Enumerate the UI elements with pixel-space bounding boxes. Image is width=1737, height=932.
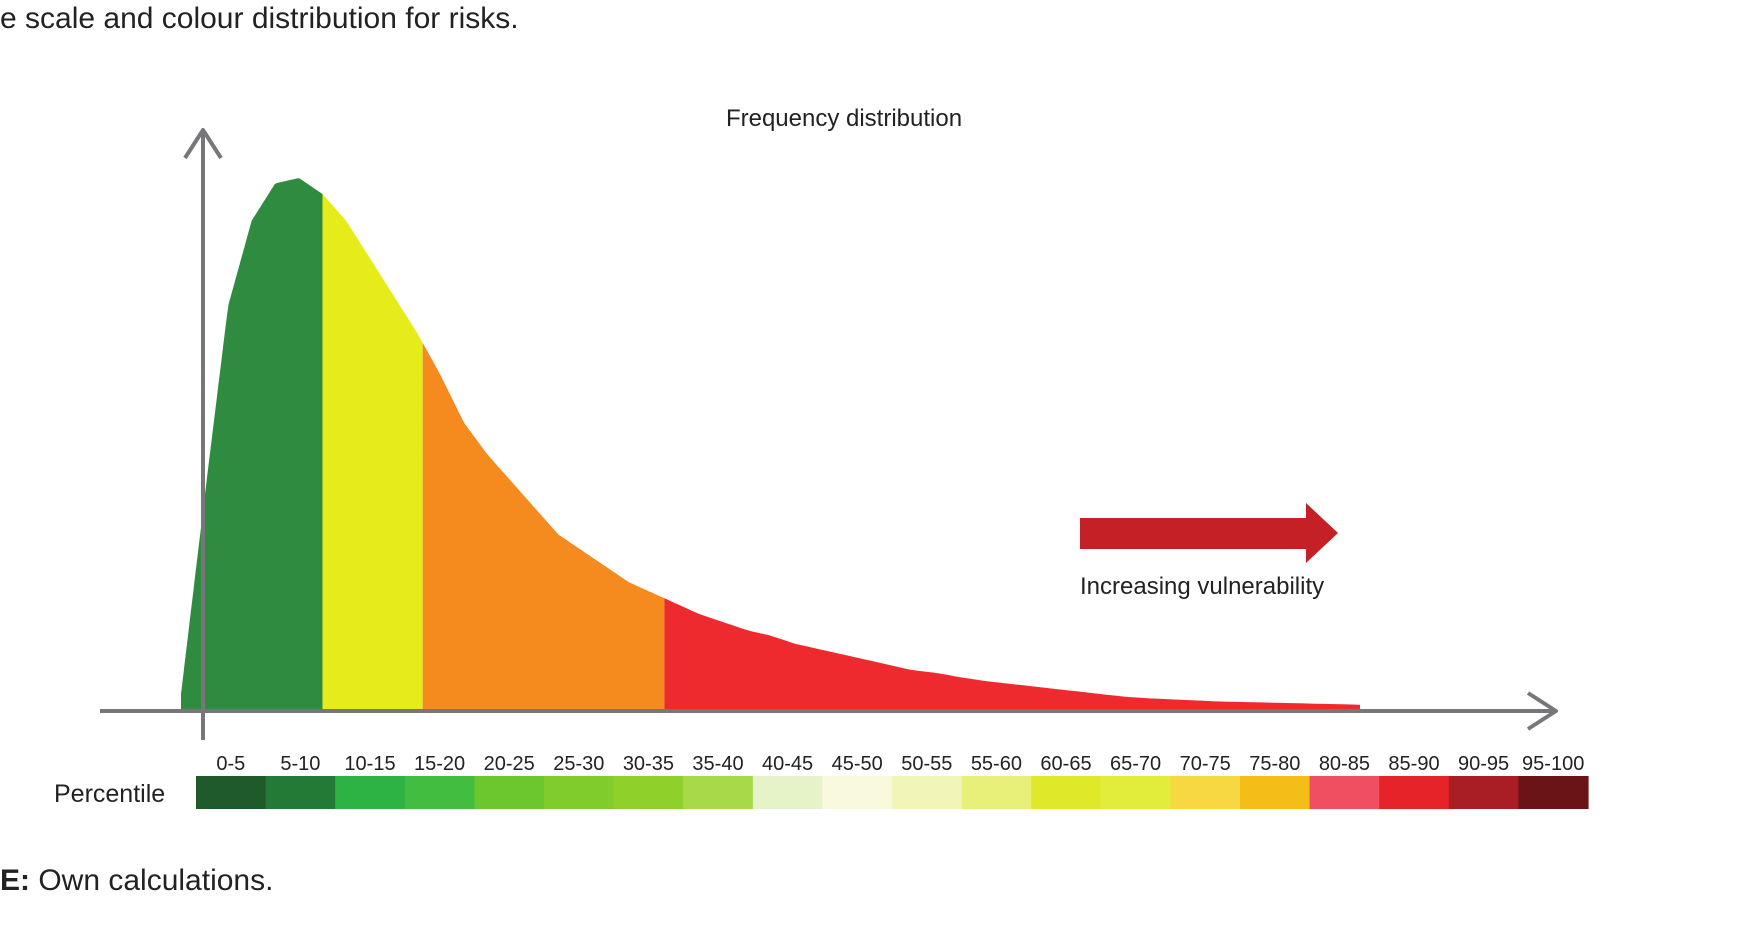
percentile-swatch-50-55 (892, 776, 963, 809)
percentile-swatch-75-80 (1240, 776, 1311, 809)
percentile-swatch-80-85 (1309, 776, 1380, 809)
percentile-tick-label: 0-5 (216, 753, 245, 775)
percentile-swatch-40-45 (752, 776, 823, 809)
percentile-swatch-70-75 (1170, 776, 1241, 809)
figure-caption: e scale and colour distribution for risk… (0, 2, 519, 35)
percentile-tick-label: 80-85 (1319, 753, 1370, 775)
area-band-2 (422, 342, 665, 710)
source-prefix: E: (0, 864, 30, 897)
percentile-tick-label: 50-55 (901, 753, 952, 775)
percentile-swatch-55-60 (961, 776, 1032, 809)
percentile-tick-label: 40-45 (762, 753, 813, 775)
percentile-swatch-25-30 (544, 776, 615, 809)
percentile-row-label: Percentile (54, 780, 165, 808)
chart-axes (100, 128, 1558, 740)
distribution-area (181, 178, 1360, 711)
percentile-swatch-45-50 (822, 776, 893, 809)
area-band-3 (664, 598, 1360, 710)
percentile-swatch-0-5 (196, 776, 267, 809)
area-band-0 (181, 178, 323, 711)
percentile-swatch-35-40 (683, 776, 754, 809)
source-text: Own calculations. (30, 864, 274, 897)
area-band-1 (322, 194, 423, 710)
percentile-tick-label: 60-65 (1040, 753, 1091, 775)
percentile-tick-label: 5-10 (280, 753, 320, 775)
percentile-tick-label: 90-95 (1458, 753, 1509, 775)
percentile-swatch-95-100 (1518, 776, 1589, 809)
increasing-vulnerability-label: Increasing vulnerability (1080, 573, 1324, 600)
percentile-tick-label: 10-15 (344, 753, 395, 775)
percentile-swatch-60-65 (1031, 776, 1102, 809)
increasing-vulnerability-arrow (1080, 503, 1338, 563)
percentile-tick-label: 30-35 (623, 753, 674, 775)
percentile-tick-label: 35-40 (692, 753, 743, 775)
x-axis-arrowhead (1526, 691, 1558, 731)
percentile-swatch-65-70 (1100, 776, 1171, 809)
y-axis-arrowhead (183, 128, 223, 160)
percentile-tick-label: 20-25 (484, 753, 535, 775)
percentile-tick-label: 15-20 (414, 753, 465, 775)
percentile-scale: 0-5 5-10 10-15 15-20 20-25 25-30 30-35 35-40 40-… (196, 753, 1589, 809)
percentile-tick-label: 75-80 (1249, 753, 1300, 775)
percentile-swatch-10-15 (335, 776, 406, 809)
percentile-swatch-20-25 (474, 776, 545, 809)
percentile-tick-label: 25-30 (553, 753, 604, 775)
percentile-tick-label: 65-70 (1110, 753, 1161, 775)
percentile-tick-label: 45-50 (832, 753, 883, 775)
percentile-tick-label: 55-60 (971, 753, 1022, 775)
percentile-swatch-85-90 (1379, 776, 1450, 809)
percentile-swatch-30-35 (613, 776, 684, 809)
percentile-tick-label: 70-75 (1180, 753, 1231, 775)
percentile-swatch-15-20 (404, 776, 475, 809)
source-note: E: Own calculations. (0, 864, 273, 898)
percentile-tick-label: 95-100 (1522, 753, 1584, 775)
percentile-swatch-5-10 (265, 776, 336, 809)
percentile-tick-label: 85-90 (1388, 753, 1439, 775)
percentile-swatch-90-95 (1448, 776, 1519, 809)
chart-title: Frequency distribution (726, 105, 962, 132)
